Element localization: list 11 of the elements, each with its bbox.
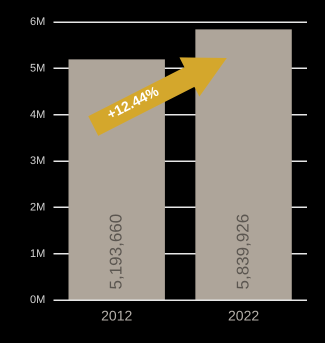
y-tick-label: 4M xyxy=(30,108,46,121)
data-label: 5,193,660 xyxy=(106,214,126,290)
y-tick-label: 2M xyxy=(30,202,46,214)
data-label: 5,839,926 xyxy=(233,214,252,290)
y-tick-label: 0M xyxy=(30,294,46,306)
x-tick-label: 2012 xyxy=(101,307,132,324)
y-tick-label: 1M xyxy=(30,248,46,260)
x-tick-label: 2022 xyxy=(228,307,260,324)
y-tick-label: 3M xyxy=(30,155,46,168)
y-tick-label: 5M xyxy=(30,62,46,74)
y-tick-label: 6M xyxy=(30,16,46,28)
